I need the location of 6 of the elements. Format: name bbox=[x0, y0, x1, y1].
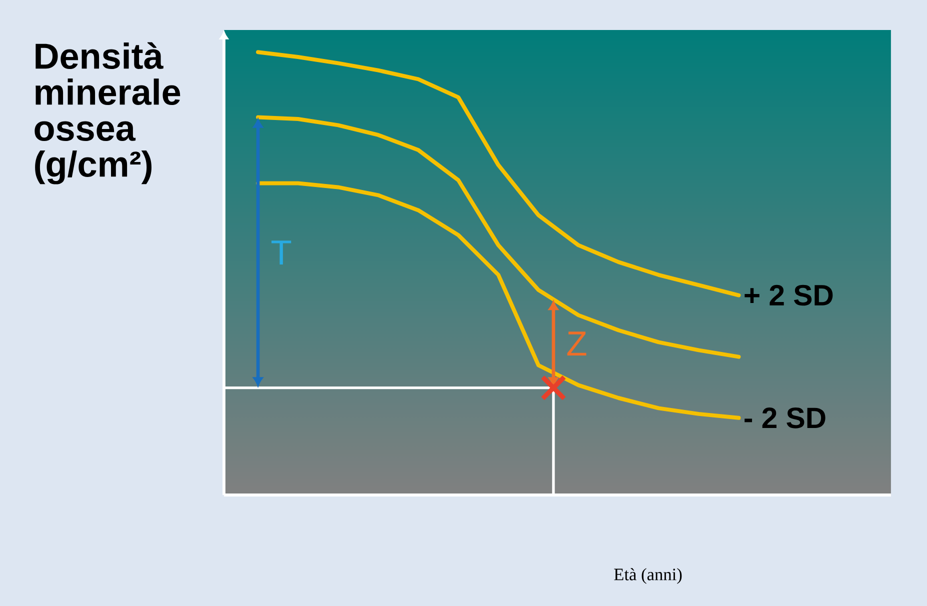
series-label: - 2 SD bbox=[744, 408, 826, 428]
y-axis-title: Densità minerale ossea (g/cm²) bbox=[34, 42, 180, 184]
annotation: T bbox=[271, 240, 292, 264]
annotation: Z bbox=[567, 332, 586, 356]
x-axis-title: Età (anni) bbox=[614, 568, 682, 584]
series-label: + 2 SD bbox=[744, 284, 833, 306]
